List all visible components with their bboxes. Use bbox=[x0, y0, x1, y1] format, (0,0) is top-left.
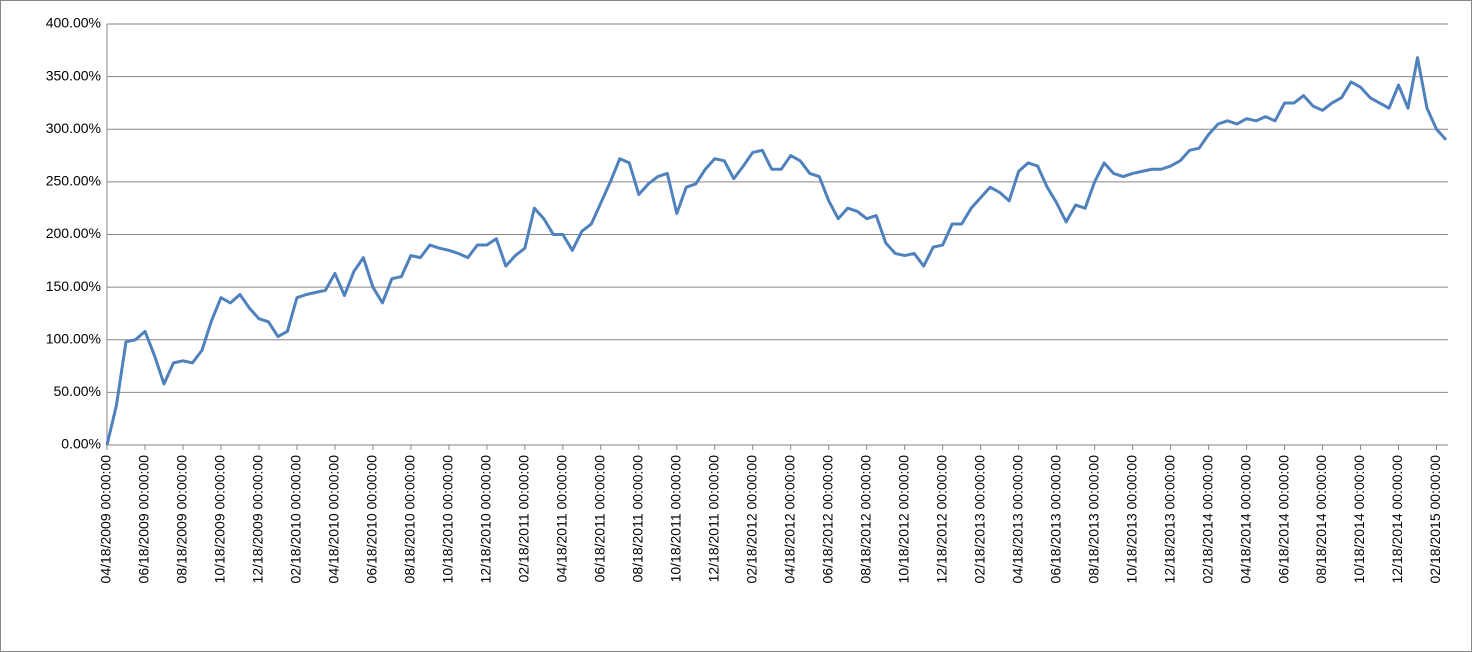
x-tick-label: 10/18/2009 00:00:00 bbox=[212, 455, 228, 584]
x-tick-label: 04/18/2009 00:00:00 bbox=[98, 455, 114, 584]
y-tick-label: 300.00% bbox=[46, 120, 101, 136]
x-tick-label: 06/18/2009 00:00:00 bbox=[136, 455, 152, 584]
x-tick-label: 12/18/2011 00:00:00 bbox=[705, 455, 721, 583]
x-tick-label: 08/18/2014 00:00:00 bbox=[1313, 455, 1329, 584]
x-tick-label: 06/18/2013 00:00:00 bbox=[1047, 455, 1063, 584]
x-tick-label: 02/18/2015 00:00:00 bbox=[1427, 455, 1443, 584]
x-tick-label: 12/18/2013 00:00:00 bbox=[1161, 455, 1177, 584]
x-tick-label: 04/18/2014 00:00:00 bbox=[1237, 455, 1253, 584]
data-line bbox=[105, 56, 1448, 446]
x-tick-label: 12/18/2014 00:00:00 bbox=[1389, 455, 1405, 584]
x-tick-label: 08/18/2011 00:00:00 bbox=[630, 455, 646, 583]
y-tick-label: 250.00% bbox=[46, 173, 101, 189]
y-tick-label: 200.00% bbox=[46, 225, 101, 241]
x-tick-label: 02/18/2011 00:00:00 bbox=[516, 455, 532, 583]
x-tick-label: 10/18/2013 00:00:00 bbox=[1123, 455, 1139, 584]
x-tick-label: 02/18/2014 00:00:00 bbox=[1199, 455, 1215, 584]
x-tick-label: 12/18/2012 00:00:00 bbox=[933, 455, 949, 584]
x-tick-label: 08/18/2013 00:00:00 bbox=[1085, 455, 1101, 584]
y-tick-label: 400.00% bbox=[46, 15, 101, 31]
y-tick-label: 0.00% bbox=[61, 436, 101, 452]
x-tick-label: 08/18/2010 00:00:00 bbox=[402, 455, 418, 584]
x-tick-label: 02/18/2012 00:00:00 bbox=[743, 455, 759, 584]
x-tick-label: 10/18/2012 00:00:00 bbox=[895, 455, 911, 584]
y-tick-label: 100.00% bbox=[46, 330, 101, 346]
x-tick-label: 02/18/2013 00:00:00 bbox=[971, 455, 987, 584]
x-tick-label: 06/18/2014 00:00:00 bbox=[1275, 455, 1291, 584]
x-tick-label: 10/18/2014 00:00:00 bbox=[1351, 455, 1367, 584]
x-tick-label: 04/18/2012 00:00:00 bbox=[781, 455, 797, 584]
y-tick-label: 50.00% bbox=[54, 383, 101, 399]
x-tick-label: 04/18/2013 00:00:00 bbox=[1009, 455, 1025, 584]
x-tick-label: 08/18/2012 00:00:00 bbox=[857, 455, 873, 584]
x-tick-label: 04/18/2011 00:00:00 bbox=[554, 455, 570, 583]
y-tick-label: 150.00% bbox=[46, 278, 101, 294]
x-tick-label: 02/18/2010 00:00:00 bbox=[288, 455, 304, 584]
x-tick-label: 10/18/2010 00:00:00 bbox=[440, 455, 456, 584]
x-tick-label: 06/18/2010 00:00:00 bbox=[364, 455, 380, 584]
x-tick-label: 06/18/2011 00:00:00 bbox=[592, 455, 608, 583]
x-tick-label: 10/18/2011 00:00:00 bbox=[667, 455, 683, 583]
x-tick-label: 04/18/2010 00:00:00 bbox=[326, 455, 342, 584]
x-tick-label: 08/18/2009 00:00:00 bbox=[174, 455, 190, 584]
x-tick-label: 12/18/2010 00:00:00 bbox=[478, 455, 494, 584]
x-tick-label: 12/18/2009 00:00:00 bbox=[250, 455, 266, 584]
y-tick-label: 350.00% bbox=[46, 67, 101, 83]
x-tick-label: 06/18/2012 00:00:00 bbox=[819, 455, 835, 584]
